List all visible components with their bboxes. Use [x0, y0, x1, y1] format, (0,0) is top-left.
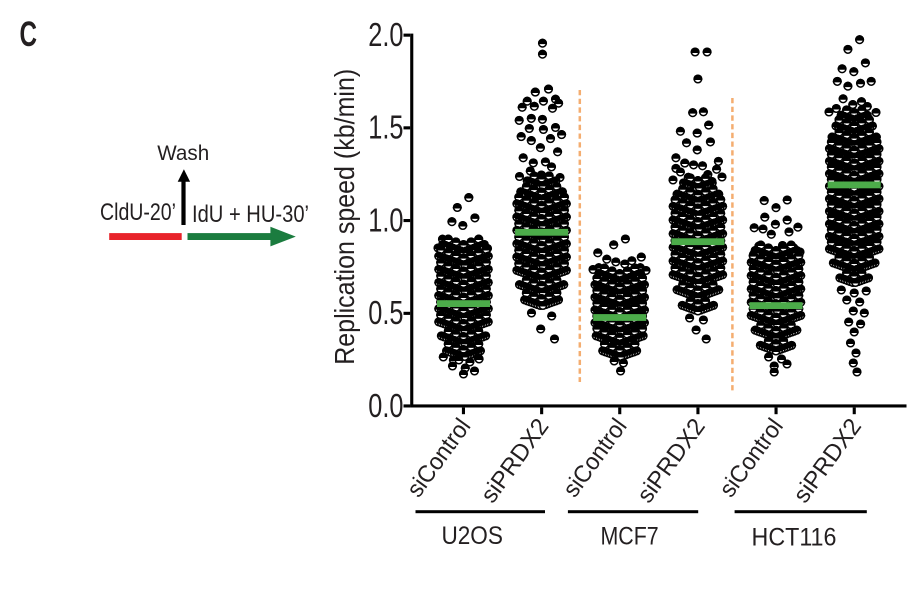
svg-text:Replication speed (kb/min): Replication speed (kb/min) — [329, 69, 360, 365]
svg-text:U2OS: U2OS — [441, 522, 503, 550]
svg-text:MCF7: MCF7 — [601, 522, 659, 550]
svg-text:0.0: 0.0 — [368, 387, 403, 424]
svg-text:1.5: 1.5 — [368, 109, 403, 146]
svg-text:C: C — [20, 15, 38, 54]
svg-text:1.0: 1.0 — [368, 201, 403, 238]
svg-text:Wash: Wash — [157, 141, 209, 165]
svg-text:CldU-20’: CldU-20’ — [100, 199, 176, 226]
svg-text:IdU + HU-30’: IdU + HU-30’ — [192, 201, 309, 228]
svg-text:HCT116: HCT116 — [752, 523, 837, 551]
svg-text:0.5: 0.5 — [368, 294, 403, 331]
svg-text:2.0: 2.0 — [368, 16, 403, 53]
